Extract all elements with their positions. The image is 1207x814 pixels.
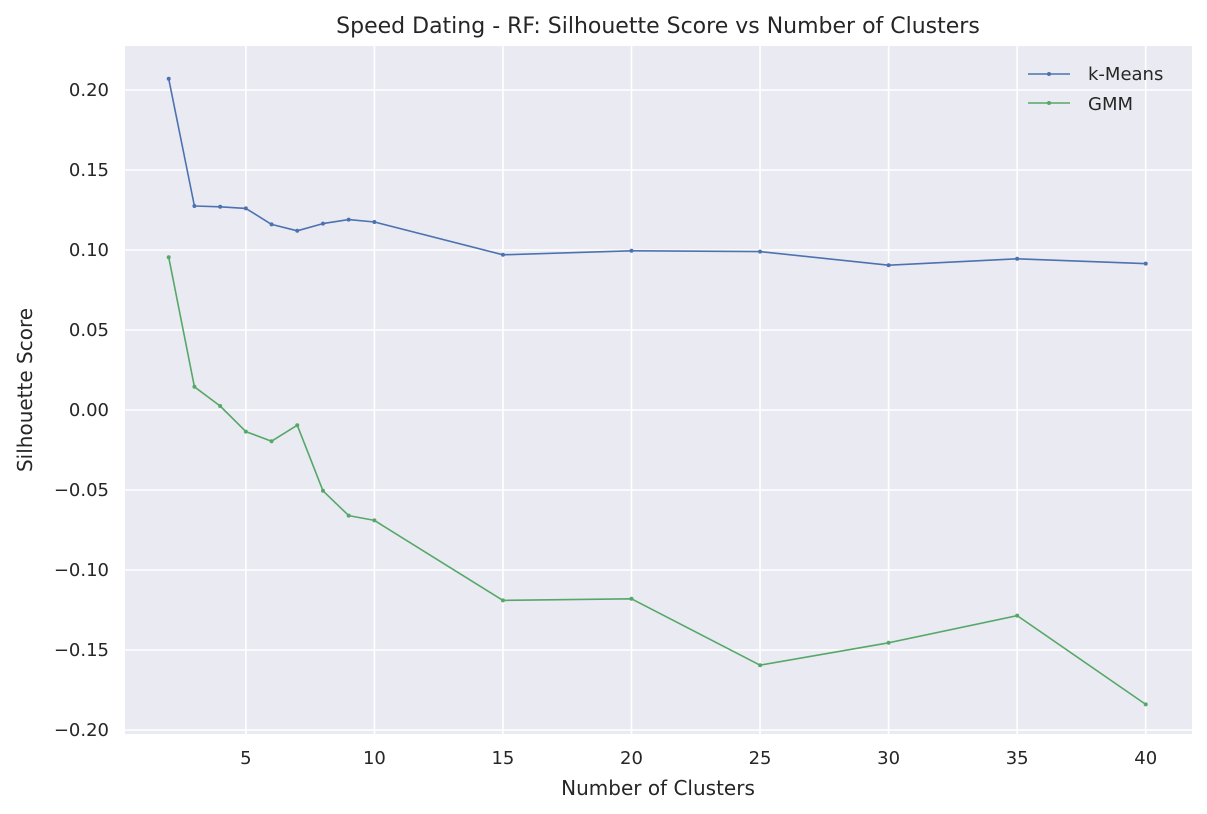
x-tick-label: 5 <box>240 748 251 769</box>
data-point-gmm <box>346 513 351 518</box>
data-point-gmm <box>295 423 300 428</box>
data-point-gmm <box>886 640 891 645</box>
x-tick-label: 25 <box>749 748 772 769</box>
data-point-k-means <box>758 249 763 254</box>
y-tick-label: −0.20 <box>54 720 109 741</box>
data-point-k-means <box>1143 261 1148 266</box>
data-point-gmm <box>1143 702 1148 707</box>
y-tick-label: −0.05 <box>54 480 109 501</box>
y-tick-label: 0.15 <box>69 160 109 181</box>
data-point-gmm <box>218 404 223 408</box>
data-point-gmm <box>192 384 197 389</box>
data-point-k-means <box>295 228 300 233</box>
series-lines <box>166 76 1148 707</box>
y-tick-label: −0.15 <box>54 640 109 661</box>
x-tick-label: 40 <box>1134 748 1157 769</box>
x-tick-label: 30 <box>877 748 900 769</box>
y-tick-label: 0.05 <box>69 320 109 341</box>
y-tick-label: 0.00 <box>69 400 109 421</box>
data-point-k-means <box>269 222 274 227</box>
chart-title: Speed Dating - RF: Silhouette Score vs N… <box>336 14 980 39</box>
x-tick-label: 15 <box>491 748 514 769</box>
plot-area <box>125 46 1192 734</box>
x-tick-label: 10 <box>363 748 386 769</box>
legend-kmeans-marker <box>1047 72 1051 76</box>
x-tick-label: 35 <box>1006 748 1029 769</box>
data-point-k-means <box>218 204 223 209</box>
data-point-gmm <box>500 598 505 603</box>
x-tick-label: 20 <box>620 748 643 769</box>
data-point-gmm <box>320 488 325 493</box>
y-tick-label: 0.20 <box>69 80 109 101</box>
data-point-gmm <box>269 439 274 444</box>
data-point-gmm <box>1015 613 1020 618</box>
data-point-gmm <box>372 518 377 523</box>
legend: k-Means GMM <box>1028 64 1163 115</box>
data-point-k-means <box>886 263 891 268</box>
data-point-k-means <box>500 252 505 257</box>
y-tick-label: −0.10 <box>54 560 109 581</box>
grid <box>125 46 1192 734</box>
data-point-gmm <box>166 255 171 260</box>
data-point-gmm <box>629 596 634 601</box>
data-point-k-means <box>629 248 634 253</box>
data-point-k-means <box>346 217 351 222</box>
data-point-gmm <box>758 663 763 668</box>
legend-kmeans-label: k-Means <box>1088 64 1163 85</box>
data-point-k-means <box>372 220 377 224</box>
data-point-k-means <box>1015 256 1020 261</box>
data-point-k-means <box>243 206 248 211</box>
x-axis-label: Number of Clusters <box>561 776 755 800</box>
data-point-k-means <box>166 76 171 81</box>
data-point-k-means <box>320 221 325 226</box>
legend-gmm-marker <box>1047 101 1051 105</box>
legend-gmm-label: GMM <box>1088 94 1133 115</box>
y-axis-label: Silhouette Score <box>13 308 37 472</box>
tick-labels: 5 10 15 20 25 30 35 40 −0.20 −0.15 −0.10 −0.05 0.00 0… <box>54 80 1157 769</box>
y-tick-label: 0.10 <box>69 240 109 261</box>
data-point-gmm <box>243 429 248 434</box>
data-point-k-means <box>192 204 197 208</box>
